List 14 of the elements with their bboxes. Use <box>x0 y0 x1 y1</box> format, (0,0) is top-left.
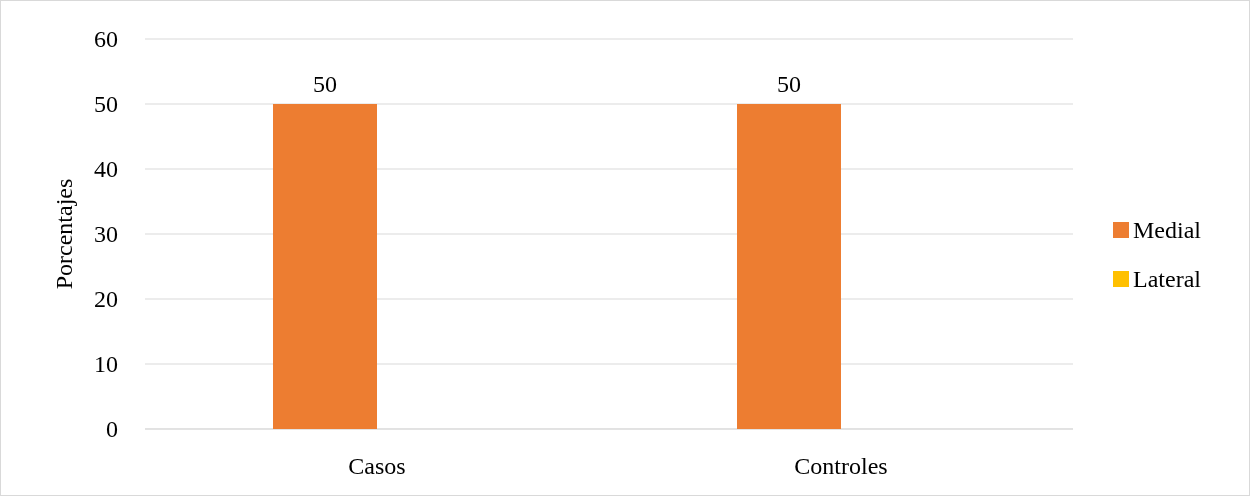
x-tick-label: Casos <box>348 453 406 479</box>
y-tick-label: 50 <box>94 91 118 118</box>
data-label: 50 <box>777 71 801 97</box>
legend-label: Medial <box>1133 217 1202 244</box>
data-label: 50 <box>313 71 337 97</box>
y-tick-label: 0 <box>106 416 118 443</box>
y-tick-label: 20 <box>94 286 118 313</box>
legend-label: Lateral <box>1133 266 1202 293</box>
y-axis-title: Porcentajes <box>51 178 77 290</box>
y-tick-label: 40 <box>94 156 118 183</box>
y-tick-label: 30 <box>94 221 118 248</box>
y-tick-label: 10 <box>94 351 118 378</box>
x-tick-label: Controles <box>794 453 888 479</box>
y-tick-label: 60 <box>94 26 118 53</box>
